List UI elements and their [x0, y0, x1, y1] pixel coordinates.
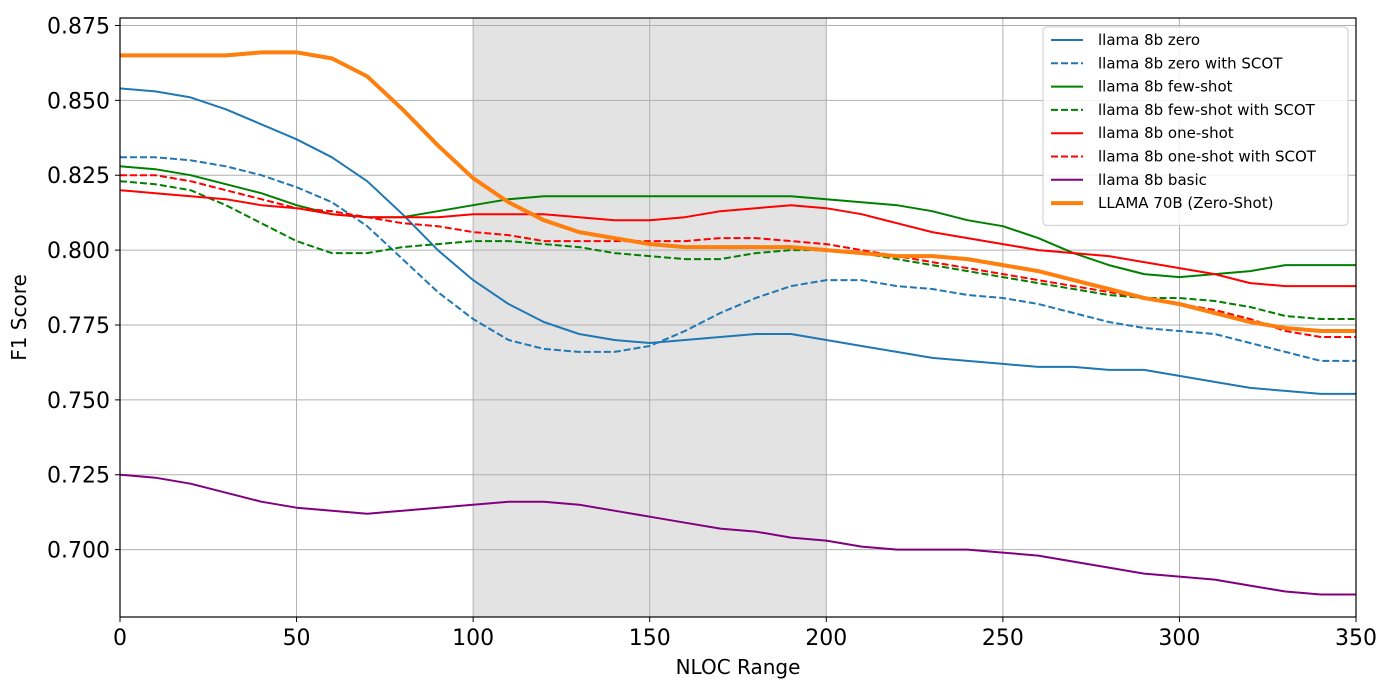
legend-label: llama 8b few-shot with SCOT	[1098, 101, 1316, 119]
x-axis-title: NLOC Range	[676, 655, 801, 679]
legend: llama 8b zero llama 8b zero with SCOT llam…	[1042, 26, 1349, 226]
x-tick-label: 200	[805, 626, 847, 651]
y-tick-label: 0.875	[47, 14, 110, 39]
y-tick-label: 0.850	[47, 89, 110, 114]
y-tick-label: 0.725	[47, 464, 110, 489]
legend-label: llama 8b few-shot	[1098, 78, 1233, 96]
y-tick-label: 0.775	[47, 314, 110, 339]
x-tick-label: 100	[452, 626, 494, 651]
legend-label: llama 8b zero with SCOT	[1098, 54, 1283, 72]
series-line	[120, 156, 1356, 362]
series-line	[119, 87, 1356, 395]
legend-box	[1042, 26, 1349, 226]
axis-ticks: 0 50 100 150 200 250 300 350 0.700 0.725 0.750 0.77…	[47, 14, 1377, 651]
y-tick-label: 0.750	[47, 389, 110, 414]
legend-label: llama 8b basic	[1098, 171, 1207, 189]
legend-label: LLAMA 70B (Zero-Shot)	[1098, 194, 1273, 212]
series-layer	[119, 50, 1356, 596]
x-tick-label: 0	[113, 626, 127, 651]
series-line	[119, 473, 1356, 596]
x-tick-label: 250	[982, 626, 1024, 651]
y-tick-label: 0.700	[47, 539, 110, 564]
series-line	[120, 50, 1356, 333]
x-tick-label: 300	[1158, 626, 1200, 651]
legend-label: llama 8b one-shot	[1098, 124, 1234, 142]
x-tick-label: 150	[629, 626, 671, 651]
legend-label: llama 8b zero	[1098, 31, 1200, 49]
y-tick-label: 0.800	[47, 239, 110, 264]
x-tick-label: 350	[1335, 626, 1377, 651]
y-tick-label: 0.825	[47, 164, 110, 189]
plot-frame	[119, 17, 1357, 618]
legend-label: llama 8b one-shot with SCOT	[1098, 148, 1317, 166]
series-line	[119, 189, 1356, 288]
y-axis-title: F1 Score	[7, 274, 31, 361]
x-tick-label: 50	[283, 626, 311, 651]
